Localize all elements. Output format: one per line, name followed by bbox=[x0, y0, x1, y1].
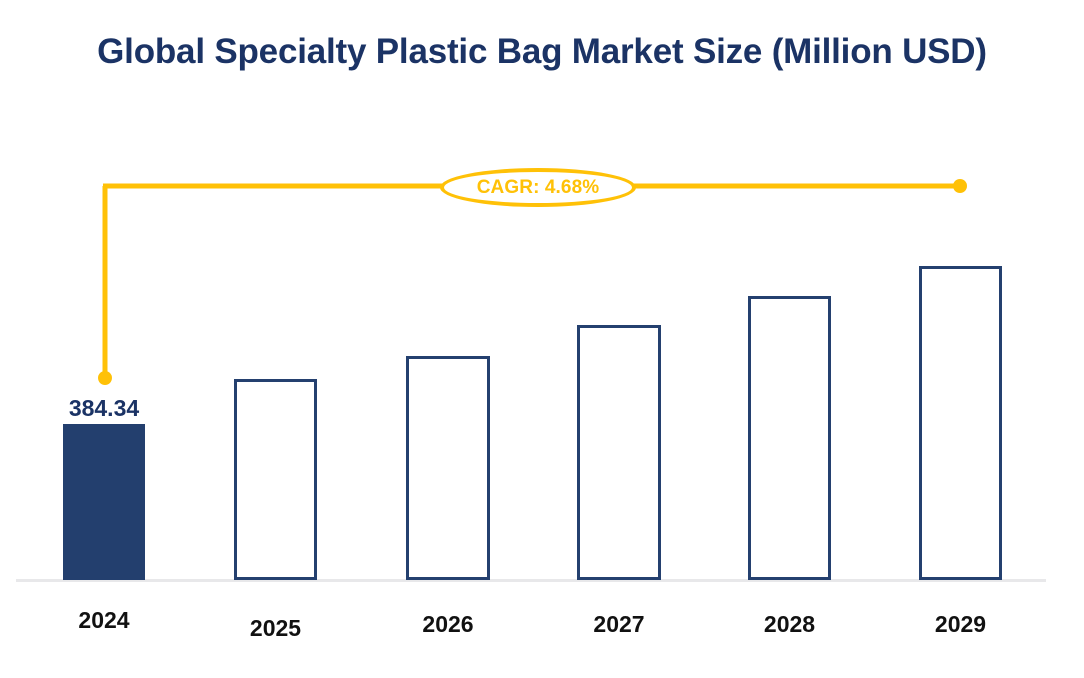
category-label-2025: 2025 bbox=[249, 615, 302, 641]
category-label-2024: 2024 bbox=[78, 607, 130, 633]
bar-2024[interactable] bbox=[63, 424, 145, 580]
bar-2025[interactable] bbox=[234, 379, 317, 580]
bar-2029[interactable] bbox=[919, 266, 1002, 580]
axis-baseline bbox=[16, 579, 1046, 582]
category-label-2027: 2027 bbox=[593, 611, 645, 637]
bar-2028[interactable] bbox=[748, 296, 831, 580]
category-label-2028: 2028 bbox=[763, 611, 816, 637]
chart-title: Global Specialty Plastic Bag Market Size… bbox=[97, 32, 987, 71]
cagr-label-text: CAGR: 4.68% bbox=[476, 176, 600, 198]
category-label-2029: 2029 bbox=[934, 611, 987, 637]
cagr-badge: CAGR: 4.68% bbox=[440, 168, 636, 207]
bar-value-2024: 384.34 bbox=[68, 395, 140, 421]
category-label-2026: 2026 bbox=[422, 611, 474, 637]
bar-2026[interactable] bbox=[406, 356, 490, 580]
bar-2027[interactable] bbox=[577, 325, 661, 580]
